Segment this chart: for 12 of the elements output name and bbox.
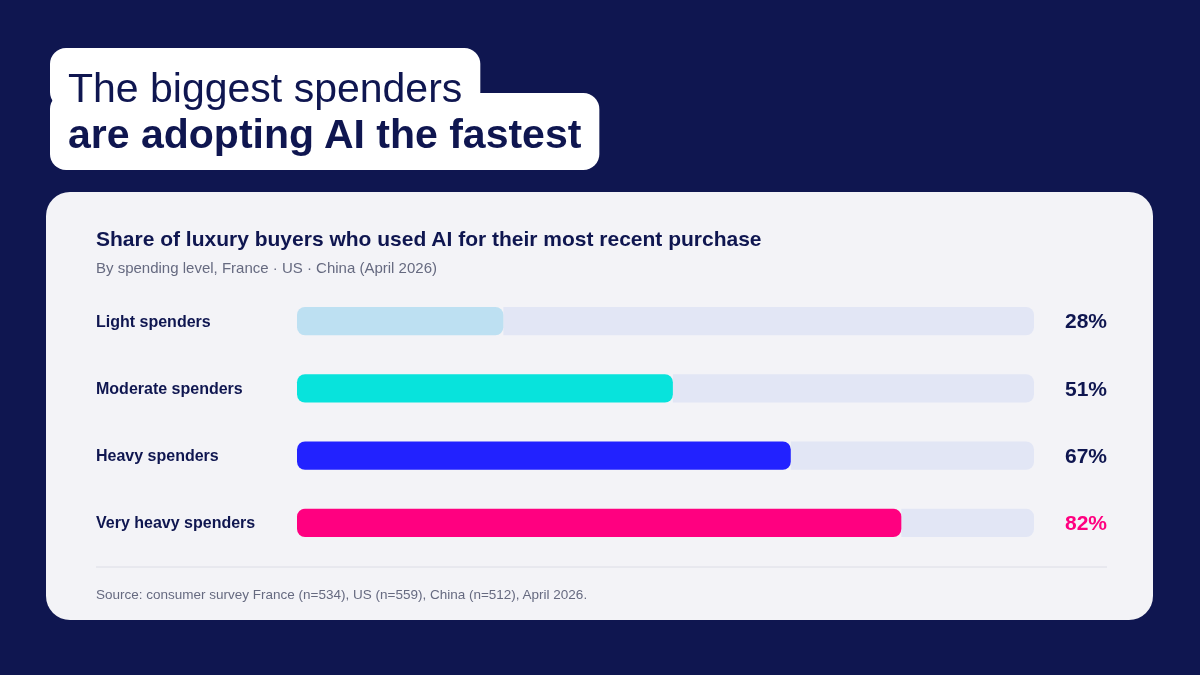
chart-title: Share of luxury buyers who used AI for their most recent purchase bbox=[96, 227, 762, 250]
y-tick-label: Light spenders bbox=[96, 312, 211, 330]
source-note: Source: consumer survey France (n=534), US (n=559), China (n=512), April 2026. bbox=[96, 587, 588, 602]
data-label: 82% bbox=[1064, 511, 1108, 535]
text: The biggest spenders are adopting AI the fastest bbox=[68, 65, 582, 157]
data-label: 67% bbox=[1064, 443, 1108, 467]
chart-subtitle: By spending level, France · US · China (April 2026) bbox=[96, 259, 437, 276]
data-label: 28% bbox=[1064, 309, 1108, 333]
y-tick-label: Very heavy spenders bbox=[96, 514, 256, 532]
y-tick-label: Heavy spenders bbox=[96, 447, 219, 465]
data-label: 51% bbox=[1064, 376, 1108, 400]
y-tick-label: Moderate spenders bbox=[96, 379, 243, 397]
